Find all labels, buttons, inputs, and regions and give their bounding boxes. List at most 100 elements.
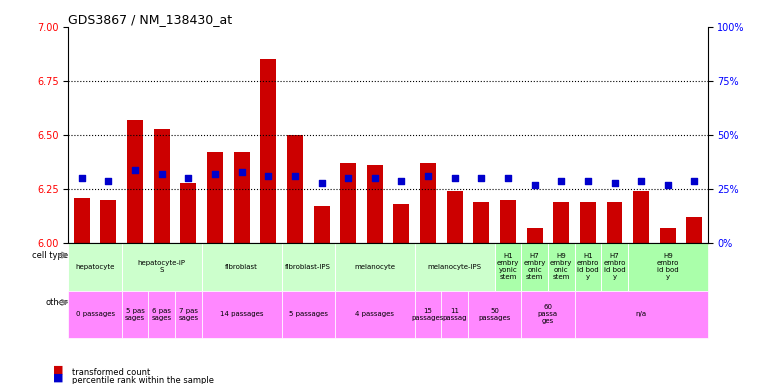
Text: other: other [46, 298, 68, 307]
Text: 4 passages: 4 passages [355, 311, 394, 317]
FancyBboxPatch shape [175, 291, 202, 338]
Bar [473, 202, 489, 243]
Text: 7 pas
sages: 7 pas sages [178, 308, 199, 321]
Bar [447, 191, 463, 243]
Point [449, 175, 461, 181]
Text: 11
passag: 11 passag [442, 308, 467, 321]
FancyBboxPatch shape [282, 243, 335, 291]
Bar [127, 120, 143, 243]
Text: H7
embry
onic
stem: H7 embry onic stem [524, 253, 546, 280]
Text: 14 passages: 14 passages [220, 311, 263, 317]
FancyBboxPatch shape [521, 291, 575, 338]
Text: ■: ■ [53, 364, 64, 374]
Bar [314, 207, 330, 243]
FancyBboxPatch shape [468, 291, 521, 338]
Bar [234, 152, 250, 243]
FancyBboxPatch shape [548, 243, 575, 291]
Point [635, 177, 647, 184]
Bar [287, 135, 303, 243]
Text: 6 pas
sages: 6 pas sages [151, 308, 172, 321]
Point [368, 175, 380, 181]
FancyBboxPatch shape [521, 243, 548, 291]
FancyBboxPatch shape [68, 291, 122, 338]
Bar [580, 202, 596, 243]
Bar [500, 200, 516, 243]
Point [528, 182, 540, 188]
Bar [260, 60, 276, 243]
Text: cell type: cell type [33, 251, 68, 260]
Text: 60
passa
ges: 60 passa ges [538, 304, 558, 324]
FancyBboxPatch shape [335, 243, 415, 291]
Point [315, 180, 327, 186]
Point [102, 177, 114, 184]
FancyBboxPatch shape [575, 243, 601, 291]
Point [581, 177, 594, 184]
Text: melanocyte-IPS: melanocyte-IPS [428, 264, 482, 270]
Point [75, 175, 88, 181]
Text: melanocyte: melanocyte [355, 264, 395, 270]
Text: 0 passages: 0 passages [75, 311, 115, 317]
FancyBboxPatch shape [335, 291, 415, 338]
FancyBboxPatch shape [575, 291, 708, 338]
Bar [393, 204, 409, 243]
Bar [340, 163, 356, 243]
Text: ■: ■ [53, 372, 64, 382]
Text: percentile rank within the sample: percentile rank within the sample [72, 376, 215, 384]
FancyBboxPatch shape [202, 243, 282, 291]
Text: n/a: n/a [635, 311, 647, 317]
Bar [74, 198, 90, 243]
Text: 15
passages: 15 passages [412, 308, 444, 321]
Text: GDS3867 / NM_138430_at: GDS3867 / NM_138430_at [68, 13, 233, 26]
Point [502, 175, 514, 181]
Text: fibroblast: fibroblast [225, 264, 258, 270]
FancyBboxPatch shape [495, 243, 521, 291]
Point [396, 177, 408, 184]
Point [688, 177, 700, 184]
Bar [154, 129, 170, 243]
FancyBboxPatch shape [415, 291, 441, 338]
Bar [660, 228, 676, 243]
Text: H9
embro
id bod
y: H9 embro id bod y [657, 253, 679, 280]
FancyBboxPatch shape [122, 243, 202, 291]
FancyBboxPatch shape [441, 291, 468, 338]
Text: 5 pas
sages: 5 pas sages [125, 308, 145, 321]
Text: 5 passages: 5 passages [288, 311, 328, 317]
Text: H1
embry
yonic
stem: H1 embry yonic stem [497, 253, 519, 280]
Point [342, 175, 354, 181]
FancyBboxPatch shape [601, 243, 628, 291]
Bar [633, 191, 649, 243]
FancyBboxPatch shape [282, 291, 335, 338]
Text: hepatocyte: hepatocyte [75, 264, 115, 270]
FancyBboxPatch shape [628, 243, 708, 291]
Bar [180, 183, 196, 243]
Text: hepatocyte-iP
S: hepatocyte-iP S [138, 260, 186, 273]
Bar [607, 202, 622, 243]
Point [608, 180, 620, 186]
Bar [553, 202, 569, 243]
FancyBboxPatch shape [148, 291, 175, 338]
Bar [527, 228, 543, 243]
Point [155, 171, 167, 177]
Point [129, 167, 142, 173]
Bar [420, 163, 436, 243]
Point [661, 182, 674, 188]
Point [475, 175, 487, 181]
Point [555, 177, 567, 184]
FancyBboxPatch shape [122, 291, 148, 338]
Point [422, 173, 434, 179]
Bar [100, 200, 116, 243]
Text: H1
embro
id bod
y: H1 embro id bod y [577, 253, 599, 280]
Text: transformed count: transformed count [72, 368, 151, 377]
Point [182, 175, 194, 181]
Point [209, 171, 221, 177]
Bar [207, 152, 223, 243]
FancyBboxPatch shape [415, 243, 495, 291]
Bar [367, 166, 383, 243]
Text: 50
passages: 50 passages [479, 308, 511, 321]
Point [236, 169, 248, 175]
Bar [686, 217, 702, 243]
Point [262, 173, 274, 179]
Point [289, 173, 301, 179]
Text: fibroblast-IPS: fibroblast-IPS [285, 264, 331, 270]
Text: H9
embry
onic
stem: H9 embry onic stem [550, 253, 572, 280]
